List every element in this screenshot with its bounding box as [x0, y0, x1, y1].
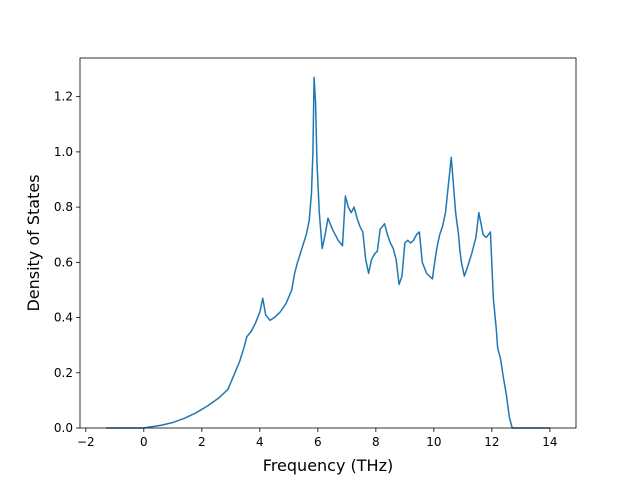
y-tick-label: 0.6 [54, 255, 73, 269]
x-tick-label: 6 [314, 435, 322, 449]
x-axis-label: Frequency (THz) [263, 456, 393, 475]
y-tick-label: 1.0 [54, 145, 73, 159]
x-tick-label: 4 [256, 435, 264, 449]
y-axis-label: Density of States [24, 174, 43, 311]
y-tick-label: 0.8 [54, 200, 73, 214]
x-tick-label: 10 [426, 435, 441, 449]
y-tick-label: 0.4 [54, 311, 73, 325]
plot-frame [79, 57, 577, 429]
y-tick-label: 1.2 [54, 90, 73, 104]
x-tick-label: 0 [140, 435, 148, 449]
y-tick-label: 0.2 [54, 366, 73, 380]
y-tick-label: 0.0 [54, 421, 73, 435]
x-tick-label: 2 [198, 435, 206, 449]
x-tick-label: 12 [484, 435, 499, 449]
dos-series-line [106, 76, 550, 429]
x-tick-label: 8 [372, 435, 380, 449]
x-tick-label: −2 [77, 435, 95, 449]
x-tick-label: 14 [542, 435, 557, 449]
axis-ticks: −2 0 2 4 6 8 10 12 14 0.0 0.2 0.4 0.6 0.8 1.0 1.2 [54, 90, 558, 449]
